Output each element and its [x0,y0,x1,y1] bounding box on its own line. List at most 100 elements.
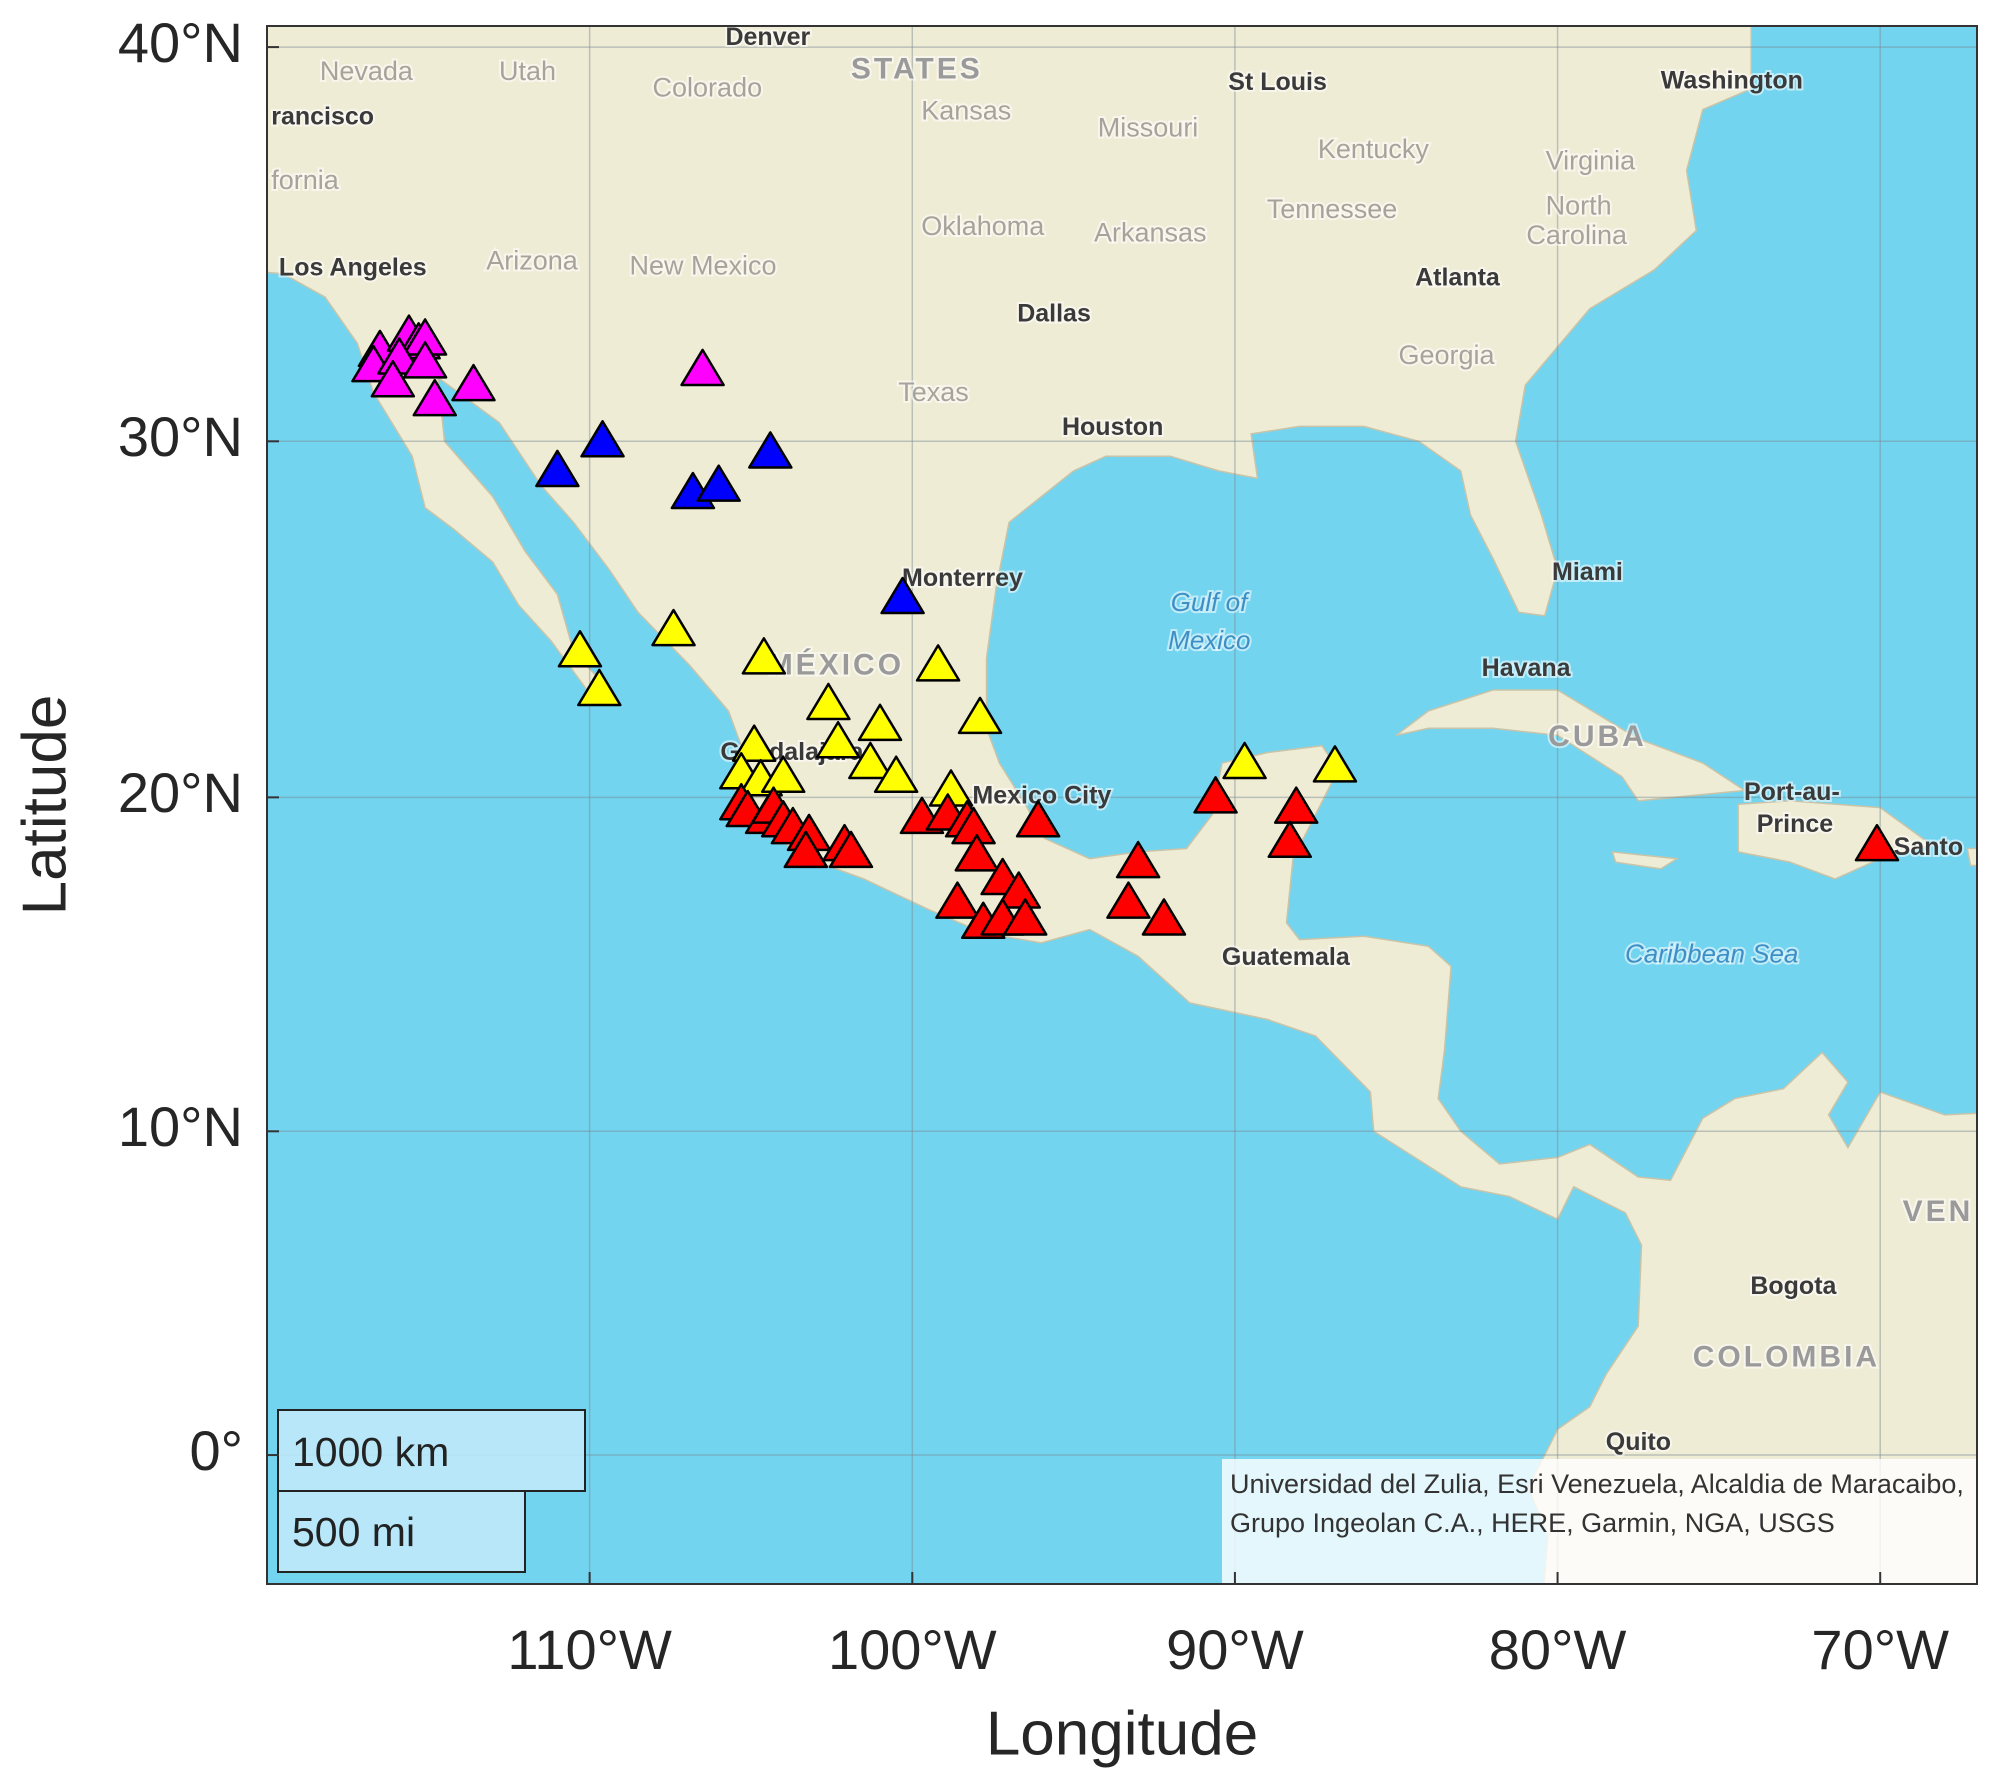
place-label: Quito [1606,1428,1671,1456]
marker [857,703,903,742]
marker [1267,820,1313,858]
place-label: Tennessee [1267,194,1398,224]
marker [1141,898,1187,936]
x-axis-title: Longitude [986,1699,1258,1768]
marker [996,871,1042,909]
place-label: Missouri [1098,112,1199,142]
marker [651,608,696,647]
scale-box-mi [277,1490,526,1573]
scale-box-km [277,1409,586,1492]
marker [1115,840,1161,879]
y-tick-label: 40°N [118,11,243,74]
marker [696,464,741,502]
marker [954,834,1000,872]
marker [680,348,725,387]
marker [760,755,806,794]
place-label: CUBA [1548,720,1647,753]
place-label: Denver [725,23,810,51]
place-label: Virginia [1546,146,1637,176]
map-labels: Denver Colorado Nevada Utah rancisco fornia Lo… [269,23,1974,1458]
marker [1854,823,1900,862]
x-tick-label: 70°W [1811,1618,1949,1681]
place-label: Dallas [1017,299,1091,327]
place-label: Havana [1482,654,1572,682]
attribution-box: Universidad del Zulia, Esri Venezuela, A… [1222,1459,1977,1584]
marker [402,341,448,379]
place-label: Oklahoma [921,211,1045,241]
x-tick-label: 110°W [507,1618,672,1681]
landmass [1966,847,1977,867]
place-label: Georgia [1398,340,1495,370]
x-tick-label: 100°W [828,1618,997,1681]
y-tick-label: 0° [189,1419,243,1482]
marker [915,644,961,682]
marker [580,420,625,458]
marker [806,682,851,721]
place-label: VEN [1903,1195,1974,1228]
marker [748,431,793,469]
place-label: Bogota [1750,1272,1837,1300]
marker [1015,800,1061,838]
y-axis-title: Latitude [10,695,79,916]
place-label: Houston [1062,413,1163,441]
place-label: STATES [851,52,983,85]
landmass [1395,689,1747,802]
y-tick-label: 20°N [118,761,243,824]
marker [783,830,829,869]
place-label: St Louis [1228,68,1327,96]
place-label: Los Angeles [279,253,427,281]
place-label: Nevada [320,56,414,86]
marker [935,881,980,919]
place-label: Utah [499,56,556,86]
place-label: Kentucky [1318,134,1430,164]
marker [741,637,787,675]
marker [370,360,416,398]
plot-area: Denver Colorado Nevada Utah rancisco fornia Lo… [267,23,1977,1584]
place-label: Santo [1894,833,1963,861]
place-label: Monterrey [902,564,1023,592]
marker [731,724,777,762]
marker [828,830,874,869]
markers [351,314,1900,940]
y-tick-label: 10°N [118,1095,243,1158]
attribution: Universidad del Zulia, Esri Venezuela, A… [1222,1459,1977,1584]
place-label: Caribbean Sea [1625,939,1798,969]
marker [1193,776,1238,814]
grid [267,26,1977,1584]
place-label: Mexico [1168,625,1250,655]
plot-frame [266,25,1978,1585]
marker [1222,741,1267,780]
marker [557,630,603,668]
marker [848,741,893,780]
marker [957,696,1003,735]
y-tick-label: 30°N [118,405,243,468]
place-label: MÉXICO [768,648,904,682]
axes: 110°W 100°W 90°W 80°W 70°W 0° 10°N 20°N 30°N 40°N [118,11,1949,1681]
marker [873,755,919,794]
marker [815,720,861,759]
place-label: Kansas [921,96,1011,126]
place-label: North [1546,190,1612,220]
place-label: Arkansas [1094,217,1207,247]
place-label: Washington [1661,66,1803,94]
place-label: Prince [1757,810,1834,838]
place-label: Carolina [1526,220,1628,250]
place-label: Colorado [653,73,763,103]
marker [1312,745,1358,783]
place-label: New Mexico [630,251,777,281]
place-label: COLOMBIA [1693,1341,1880,1374]
marker [451,363,496,402]
place-label: Arizona [486,245,579,275]
scale-bar: 1000 km 500 mi [277,1409,586,1573]
place-label: Miami [1552,558,1623,586]
marker [880,576,925,615]
place-label: rancisco [271,102,374,130]
place-label: fornia [271,165,340,195]
place-label: Atlanta [1415,264,1501,292]
x-tick-label: 80°W [1489,1618,1627,1681]
place-label: Texas [898,377,969,407]
marker [1273,786,1319,824]
marker [535,449,580,488]
place-label: Guatemala [1222,943,1351,971]
